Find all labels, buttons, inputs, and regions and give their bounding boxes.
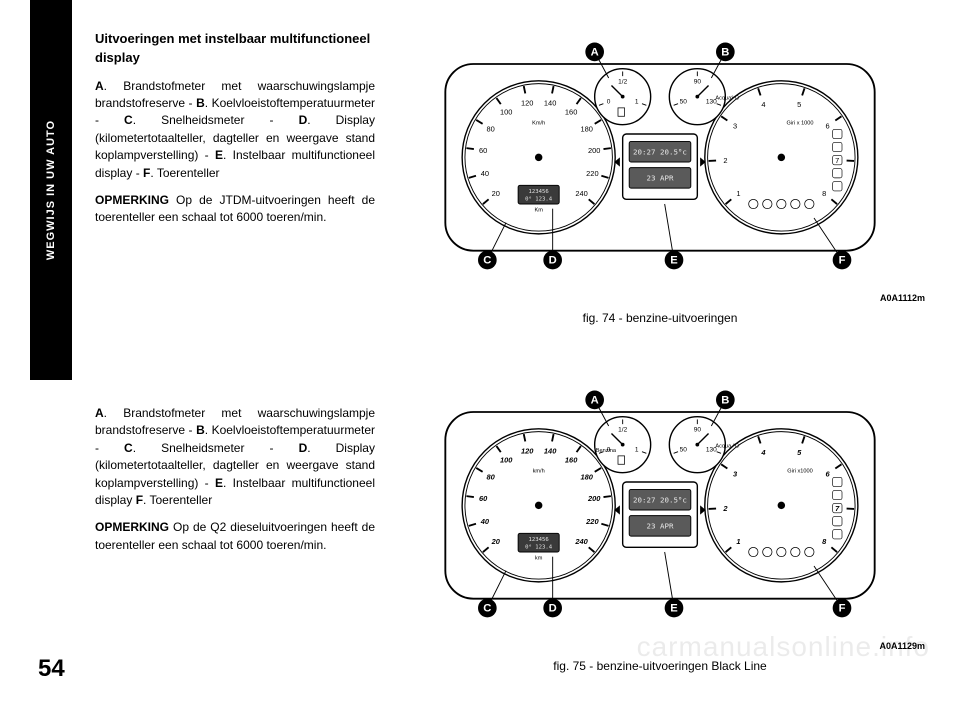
- svg-text:5: 5: [797, 100, 801, 109]
- svg-text:0° 123.4: 0° 123.4: [525, 544, 553, 550]
- svg-text:240: 240: [575, 189, 587, 198]
- svg-text:2: 2: [723, 156, 727, 165]
- svg-text:200: 200: [588, 146, 600, 155]
- svg-text:40: 40: [480, 517, 490, 526]
- svg-text:D: D: [549, 255, 557, 267]
- svg-text:220: 220: [586, 169, 598, 178]
- svg-text:E: E: [670, 255, 678, 267]
- svg-text:20:27 20.5°c: 20:27 20.5°c: [633, 496, 687, 505]
- page-number: 54: [38, 655, 65, 683]
- note-label-top: OPMERKING: [95, 193, 169, 207]
- fig-caption-74: fig. 74 - benzine-uitvoeringen: [395, 311, 925, 325]
- svg-text:90: 90: [694, 427, 702, 434]
- svg-text:Acqua °C: Acqua °C: [715, 443, 739, 449]
- svg-text:D: D: [549, 603, 557, 615]
- svg-text:1/2: 1/2: [618, 79, 627, 86]
- svg-text:B: B: [721, 47, 729, 59]
- svg-text:20: 20: [492, 189, 500, 198]
- svg-text:F: F: [839, 255, 846, 267]
- svg-text:140: 140: [544, 446, 557, 455]
- para-top-1: A. Brandstofmeter met waarschuwingslampj…: [95, 78, 375, 182]
- svg-text:6: 6: [826, 122, 830, 131]
- svg-text:60: 60: [479, 146, 487, 155]
- subheading-top: Uitvoeringen met instelbaar multifunctio…: [95, 30, 375, 68]
- figure-75: 20 40 60 80 100 120 140 160180 200 220 240 km/h 1234…: [395, 370, 925, 673]
- svg-text:2: 2: [722, 504, 728, 513]
- svg-text:60: 60: [479, 494, 488, 503]
- svg-text:180: 180: [580, 472, 593, 481]
- cluster-svg-top: 20406080100120140160180200220240Km/h1234…: [395, 22, 925, 302]
- text-block-top: Uitvoeringen met instelbaar multifunctio…: [95, 30, 375, 237]
- svg-text:160: 160: [565, 456, 578, 465]
- svg-text:4: 4: [761, 100, 765, 109]
- svg-text:140: 140: [544, 98, 556, 107]
- svg-text:100: 100: [500, 108, 512, 117]
- manual-page: WEGWIJS IN UW AUTO 54 Uitvoeringen met i…: [0, 0, 960, 701]
- svg-text:20: 20: [491, 537, 501, 546]
- svg-text:100: 100: [500, 456, 513, 465]
- svg-text:1: 1: [635, 99, 639, 106]
- svg-text:0: 0: [607, 99, 611, 106]
- svg-text:km: km: [535, 555, 543, 561]
- svg-text:80: 80: [486, 124, 494, 133]
- svg-text:20:27 20.5°c: 20:27 20.5°c: [633, 148, 687, 157]
- svg-text:Km: Km: [534, 207, 543, 213]
- svg-text:8: 8: [822, 189, 826, 198]
- svg-text:23 APR: 23 APR: [647, 522, 674, 531]
- section-tab-label: WEGWIJS IN UW AUTO: [45, 120, 57, 260]
- svg-text:200: 200: [587, 494, 601, 503]
- svg-text:160: 160: [565, 108, 577, 117]
- svg-text:Giri x1000: Giri x1000: [787, 469, 813, 475]
- svg-text:40: 40: [481, 169, 489, 178]
- para-top-note: OPMERKING Op de JTDM-uitvoeringen heeft …: [95, 192, 375, 227]
- svg-text:A: A: [591, 395, 599, 407]
- note-label-bottom: OPMERKING: [95, 520, 169, 534]
- svg-text:B: B: [721, 395, 729, 407]
- cluster-svg-bottom: 20 40 60 80 100 120 140 160180 200 220 240 km/h 1234…: [395, 370, 925, 650]
- svg-text:1/2: 1/2: [618, 427, 627, 434]
- watermark: carmanualsonline.info: [637, 631, 930, 663]
- svg-text:0° 123.4: 0° 123.4: [525, 196, 553, 202]
- svg-text:90: 90: [694, 79, 702, 86]
- svg-text:80: 80: [486, 472, 495, 481]
- svg-text:F: F: [839, 603, 846, 615]
- svg-text:50: 50: [680, 447, 688, 454]
- svg-text:A: A: [591, 47, 599, 59]
- svg-text:Benzina: Benzina: [596, 448, 617, 454]
- svg-text:3: 3: [733, 122, 737, 131]
- svg-text:240: 240: [574, 537, 588, 546]
- svg-text:Giri x 1000: Giri x 1000: [786, 121, 813, 127]
- svg-text:km/h: km/h: [533, 469, 545, 475]
- fig-code-74: A0A1112m: [880, 293, 925, 303]
- svg-text:120: 120: [521, 446, 534, 455]
- svg-text:Acqua° C: Acqua° C: [715, 95, 739, 101]
- svg-text:1: 1: [736, 189, 740, 198]
- svg-text:C: C: [483, 255, 491, 267]
- svg-text:23 APR: 23 APR: [647, 174, 674, 183]
- svg-text:180: 180: [580, 124, 592, 133]
- text-block-bottom: A. Brandstofmeter met waarschuwingslampj…: [95, 405, 375, 564]
- section-tab: WEGWIJS IN UW AUTO: [30, 0, 72, 380]
- svg-text:1: 1: [635, 447, 639, 454]
- svg-text:120: 120: [521, 98, 533, 107]
- svg-text:Km/h: Km/h: [532, 121, 545, 127]
- figure-74: 20406080100120140160180200220240Km/h1234…: [395, 22, 925, 325]
- svg-text:E: E: [670, 603, 678, 615]
- svg-text:C: C: [483, 603, 491, 615]
- svg-text:123456: 123456: [529, 189, 549, 195]
- svg-text:220: 220: [585, 517, 599, 526]
- para-bottom-1: A. Brandstofmeter met waarschuwingslampj…: [95, 405, 375, 509]
- svg-text:50: 50: [680, 99, 688, 106]
- para-bottom-note: OPMERKING Op de Q2 dieseluitvoeringen he…: [95, 519, 375, 554]
- svg-text:1: 1: [736, 537, 740, 546]
- svg-text:123456: 123456: [529, 537, 549, 543]
- svg-text:7: 7: [835, 156, 839, 165]
- svg-text:4: 4: [760, 448, 766, 457]
